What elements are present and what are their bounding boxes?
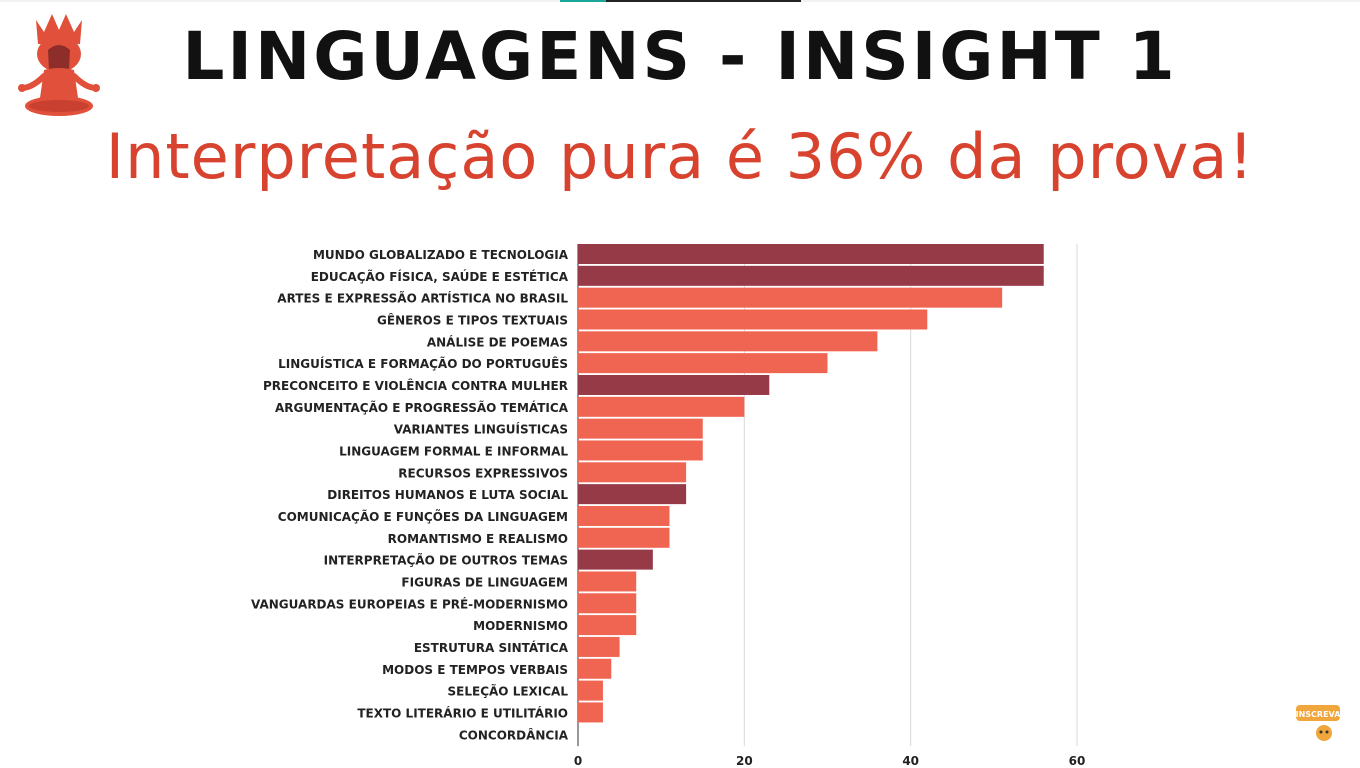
bar <box>578 527 670 548</box>
bar-chart: 0 20 40 60 MUNDO GLOBALIZADO E TECNOLOGIA EDU… <box>251 244 1086 768</box>
bar <box>578 331 878 352</box>
category-label: ANÁLISE DE POEMAS <box>427 334 568 349</box>
bar <box>578 374 770 395</box>
category-label: PRECONCEITO E VIOLÊNCIA CONTRA MULHER <box>263 378 568 393</box>
category-label: GÊNEROS E TIPOS TEXTUAIS <box>377 312 568 327</box>
x-tick-label: 20 <box>736 754 753 768</box>
category-label: ESTRUTURA SINTÁTICA <box>414 640 569 655</box>
category-label: LINGUÍSTICA E FORMAÇÃO DO PORTUGUÊS <box>278 356 568 371</box>
x-tick-label: 60 <box>1069 754 1086 768</box>
category-label: RECURSOS EXPRESSIVOS <box>398 466 568 480</box>
category-label: EDUCAÇÃO FÍSICA, SAÚDE E ESTÉTICA <box>311 269 569 284</box>
x-tick-label: 40 <box>902 754 919 768</box>
page-title: LINGUAGENS - INSIGHT 1 <box>182 18 1178 95</box>
page-subtitle: Interpretação pura é 36% da prova! <box>105 120 1255 193</box>
bar <box>578 658 612 679</box>
bar <box>578 418 703 439</box>
bar <box>578 702 603 723</box>
category-label: COMUNICAÇÃO E FUNÇÕES DA LINGUAGEM <box>278 509 568 524</box>
category-label: MODOS E TEMPOS VERBAIS <box>382 663 568 677</box>
top-bar-accent-dark <box>606 0 801 2</box>
category-label: DIREITOS HUMANOS E LUTA SOCIAL <box>327 488 568 502</box>
category-label: FIGURAS DE LINGUAGEM <box>401 575 568 589</box>
bar <box>578 571 637 592</box>
category-label: TEXTO LITERÁRIO E UTILITÁRIO <box>357 705 568 720</box>
category-label: VANGUARDAS EUROPEIAS E PRÉ-MODERNISMO <box>251 596 568 611</box>
bar <box>578 505 670 526</box>
category-label: LINGUAGEM FORMAL E INFORMAL <box>339 444 568 458</box>
bar <box>578 636 620 657</box>
category-label: VARIANTES LINGUÍSTICAS <box>394 422 568 437</box>
bar <box>578 462 687 483</box>
x-tick-label: 0 <box>574 754 582 768</box>
bar <box>578 680 603 701</box>
category-label: ARTES E EXPRESSÃO ARTÍSTICA NO BRASIL <box>277 291 568 306</box>
category-label: MODERNISMO <box>473 619 568 633</box>
bar <box>578 615 637 636</box>
bar <box>578 396 745 417</box>
bar <box>578 484 687 505</box>
bar <box>578 287 1003 308</box>
top-bar-accent <box>560 0 606 2</box>
bar <box>578 309 928 330</box>
inscreva-badge-icon[interactable]: INSCREVA <box>1294 703 1342 747</box>
category-label: CONCORDÂNCIA <box>459 727 569 742</box>
bar <box>578 549 653 570</box>
bar <box>578 593 637 614</box>
bar <box>578 244 1044 264</box>
category-label: MUNDO GLOBALIZADO E TECNOLOGIA <box>313 248 569 262</box>
category-label: INTERPRETAÇÃO DE OUTROS TEMAS <box>324 553 568 568</box>
category-label: SELEÇÃO LEXICAL <box>448 684 569 699</box>
bar <box>578 265 1044 286</box>
bar <box>578 440 703 461</box>
category-label: ARGUMENTAÇÃO E PROGRESSÃO TEMÁTICA <box>275 400 569 415</box>
bar <box>578 353 828 374</box>
meditating-mascot-icon <box>18 14 100 116</box>
category-label: ROMANTISMO E REALISMO <box>388 532 568 546</box>
badge-label: INSCREVA <box>1296 710 1342 719</box>
